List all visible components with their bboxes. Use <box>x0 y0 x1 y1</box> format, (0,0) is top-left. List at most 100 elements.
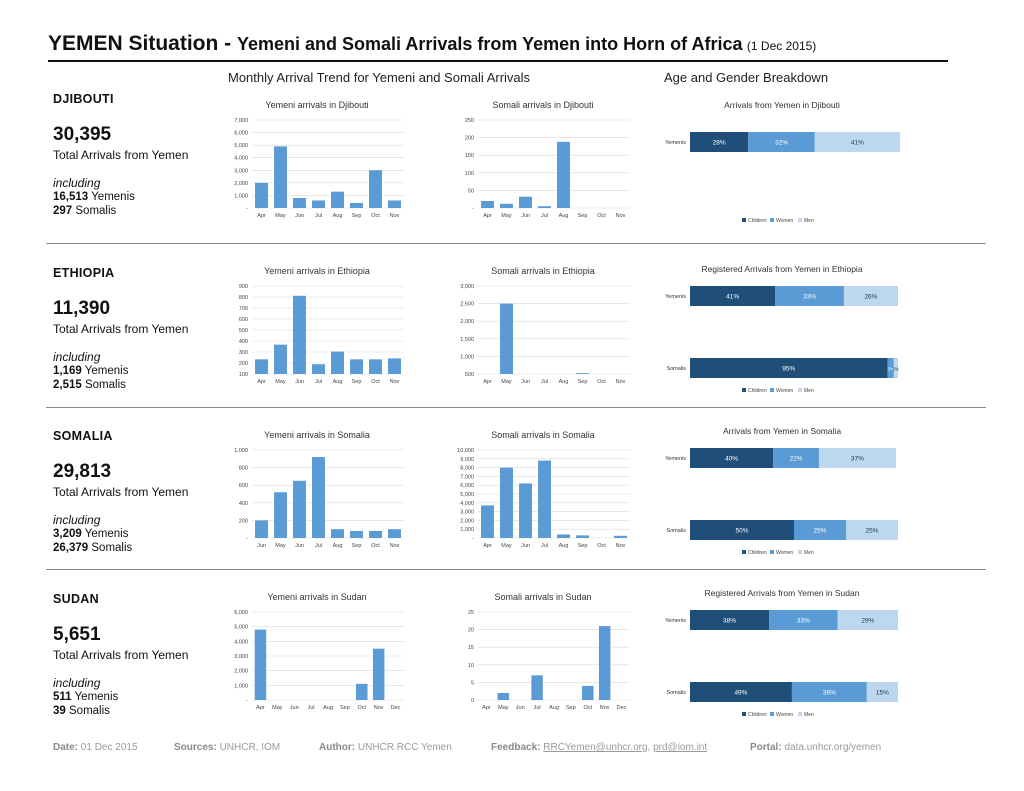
row-label: Yemenis <box>665 294 686 300</box>
bar <box>254 629 267 700</box>
x-tick-label: Sep <box>566 705 576 711</box>
y-tick-label: 6,000 <box>234 131 248 137</box>
y-tick-label: 1,000 <box>460 527 474 533</box>
x-tick-label: Jun <box>290 705 299 711</box>
segment-label: 41% <box>851 140 864 147</box>
including-label: including <box>53 513 101 527</box>
x-tick-label: Sep <box>578 213 588 219</box>
country-name: DJIBOUTI <box>53 92 114 106</box>
y-tick-label: 800 <box>239 295 248 301</box>
y-tick-label: 20 <box>468 628 474 634</box>
bar <box>255 182 268 208</box>
row-label: Somalis <box>666 690 686 696</box>
y-tick-label: 2,000 <box>234 181 248 187</box>
legend-label: Men <box>804 712 814 718</box>
trend-header: Monthly Arrival Trend for Yemeni and Som… <box>228 70 531 85</box>
x-tick-label: Aug <box>559 379 569 385</box>
country-panel-djibouti: DJIBOUTI 30,395 Total Arrivals from Yeme… <box>53 92 223 218</box>
bar <box>293 480 306 538</box>
bar <box>356 683 368 700</box>
legend-swatch <box>742 218 746 222</box>
total-arrivals-label: Total Arrivals from Yemen <box>53 322 189 336</box>
bar <box>369 530 382 538</box>
bar-chart-yemeni-somalia: Yemeni arrivals in Somalia - 200 400 600 800 1… <box>234 430 404 549</box>
x-tick-label: Jul <box>315 213 322 219</box>
bar <box>538 206 551 208</box>
x-tick-label: May <box>501 213 512 219</box>
bar <box>538 460 551 538</box>
bar <box>500 467 513 538</box>
y-tick-label: 7,000 <box>460 474 474 480</box>
chart-title: Arrivals from Yemen in Djibouti <box>724 100 840 110</box>
y-tick-label: 1,500 <box>460 337 474 343</box>
y-tick-label: 25 <box>468 610 474 616</box>
x-tick-label: Aug <box>333 379 343 385</box>
stack-segment <box>773 448 819 468</box>
x-tick-label: May <box>275 543 286 549</box>
x-tick-label: Sep <box>340 705 350 711</box>
feedback-email-link-1[interactable]: RRCYemen@unhcr.org <box>543 742 648 753</box>
bar <box>531 675 543 700</box>
y-tick-label: 500 <box>239 328 248 334</box>
bar <box>274 344 287 374</box>
row-label: Yemenis <box>665 140 686 146</box>
segment-label: 15% <box>876 690 889 697</box>
yemenis-count: 3,209 Yemenis <box>53 528 129 540</box>
bar <box>614 535 627 538</box>
stack-segment <box>690 682 792 702</box>
y-tick-label: 500 <box>465 372 474 378</box>
x-tick-label: Sep <box>578 543 588 549</box>
segment-label: 22% <box>790 456 803 463</box>
legend-label: Children <box>748 550 767 556</box>
stack-segment <box>690 286 776 306</box>
y-tick-label: 800 <box>239 466 248 472</box>
x-tick-label: Oct <box>597 379 606 385</box>
x-tick-label: May <box>275 379 286 385</box>
x-tick-label: Jul <box>308 705 315 711</box>
bar <box>388 358 401 374</box>
somalis-count: 297 Somalis <box>53 205 117 217</box>
including-label: including <box>53 676 101 690</box>
y-tick-label: 900 <box>239 284 248 290</box>
y-tick-label: 400 <box>239 501 248 507</box>
y-tick-label: 250 <box>465 118 474 124</box>
y-tick-label: 3,000 <box>234 654 248 660</box>
x-tick-label: Apr <box>483 213 492 219</box>
chart-title: Somali arrivals in Somalia <box>491 430 595 440</box>
y-tick-label: 200 <box>239 361 248 367</box>
y-tick-label: 3,000 <box>460 284 474 290</box>
footer-author: Author: UNHCR RCC Yemen <box>319 742 452 753</box>
segment-label: 36% <box>823 690 836 697</box>
y-tick-label: 10 <box>468 663 474 669</box>
stack-segment <box>791 682 867 702</box>
x-tick-label: Oct <box>371 379 380 385</box>
bar-chart-yemeni-sudan: Yemeni arrivals in Sudan - 1,000 2,000 3,000… <box>234 592 404 711</box>
footer-sources: Sources: UNHCR, IOM <box>174 742 281 753</box>
stack-segment <box>846 520 898 540</box>
segment-label: 38% <box>723 618 736 625</box>
legend-label: Children <box>748 218 767 224</box>
y-tick-label: 7,000 <box>234 118 248 124</box>
x-tick-label: Nov <box>600 705 610 711</box>
bar <box>350 202 363 208</box>
somalis-count: 39 Somalis <box>53 705 110 717</box>
legend-swatch <box>770 550 774 554</box>
x-tick-label: Nov <box>390 379 400 385</box>
bar <box>350 530 363 538</box>
x-tick-label: Jul <box>541 379 548 385</box>
feedback-email-link-2[interactable]: prd@iom.int <box>653 742 708 753</box>
x-tick-label: Nov <box>616 543 626 549</box>
y-tick-label: 2,000 <box>460 319 474 325</box>
bar <box>331 351 344 374</box>
bar <box>369 170 382 208</box>
bar-chart-somali-sudan: Somali arrivals in Sudan 0 5 10 15 20 25 Apr May… <box>468 592 630 711</box>
x-tick-label: Jul <box>541 213 548 219</box>
legend-label: Men <box>804 388 814 394</box>
y-tick-label: 4,000 <box>460 501 474 507</box>
total-arrivals: 11,390 <box>53 298 111 319</box>
x-tick-label: Jun <box>295 379 304 385</box>
stack-segment <box>837 610 898 630</box>
stack-segment <box>690 610 770 630</box>
stack-segment <box>690 448 774 468</box>
x-tick-label: May <box>272 705 283 711</box>
